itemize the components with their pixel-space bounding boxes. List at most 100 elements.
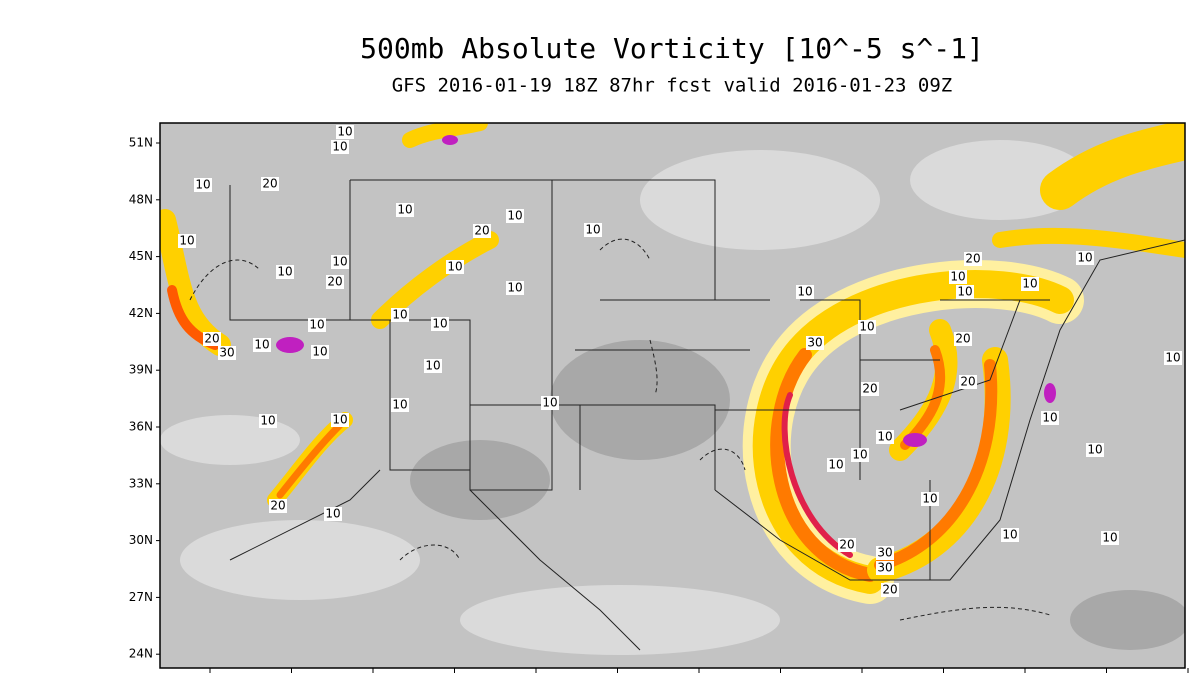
contour-label: 10 [397,203,412,217]
contour-label: 10 [432,317,447,331]
title: 500mb Absolute Vorticity [10^-5 s^-1] [360,32,984,65]
contour-label: 10 [1042,411,1057,425]
contour-label-bg [446,260,464,274]
contour-label-bg [331,255,349,269]
contour-label-bg [861,382,879,396]
lat-label: 39N [129,363,153,377]
contour-label-bg [396,203,414,217]
contour-label-bg [921,492,939,506]
contour-label: 10 [332,255,347,269]
contour-label-bg [276,265,294,279]
contour-label-bg [269,499,287,513]
lat-label: 33N [129,476,153,490]
contour-label-bg [253,338,271,352]
contour-label-bg [326,275,344,289]
contour-label: 20 [262,177,277,191]
contour-label-bg [308,318,326,332]
contour-label: 20 [327,275,342,289]
contour-label: 10 [425,359,440,373]
contour-label: 30 [807,336,822,350]
contour-label-bg [954,332,972,346]
contour-label-bg [876,430,894,444]
contour-label: 10 [325,507,340,521]
contour-label: 10 [1002,528,1017,542]
contour-label: 10 [957,285,972,299]
contour-label-bg [876,546,894,560]
contour-label: 20 [474,224,489,238]
contour-label-bg [331,413,349,427]
lat-label: 27N [129,590,153,604]
lat-label: 51N [129,136,153,150]
contour-label-bg [473,224,491,238]
contour-label-bg [541,396,559,410]
contour-label-bg [431,317,449,331]
contour-label: 10 [1022,277,1037,291]
contour-label-bg [1101,531,1119,545]
contour-label: 20 [270,499,285,513]
contour-label: 20 [960,375,975,389]
contour-label-bg [259,414,277,428]
lat-label: 24N [129,647,153,661]
contour-label-bg [956,285,974,299]
lat-label: 45N [129,249,153,263]
contour-label-bg [324,507,342,521]
contour-label: 10 [922,492,937,506]
contour-label-bg [218,346,236,360]
contour-label-bg [336,125,354,139]
contour-label-bg [203,332,221,346]
contour-label: 10 [507,281,522,295]
contour-label: 10 [260,414,275,428]
contour-label: 20 [839,538,854,552]
contour-label-bg [1164,351,1182,365]
contour-label: 20 [204,332,219,346]
contour-label-bg [964,252,982,266]
contour-label: 10 [312,345,327,359]
contour-label: 10 [277,265,292,279]
contour-label: 10 [507,209,522,223]
contour-label: 10 [332,140,347,154]
contour-label: 10 [254,338,269,352]
contour-label-bg [1041,411,1059,425]
contour-label-bg [584,223,602,237]
contour-label-bg [1021,277,1039,291]
contour-label-bg [1076,251,1094,265]
lat-label: 42N [129,306,153,320]
contour-label: 10 [797,285,812,299]
contour-label: 10 [392,398,407,412]
contour-label-bg [331,140,349,154]
contour-label-bg [806,336,824,350]
contour-label-bg [959,375,977,389]
contour-label: 30 [877,561,892,575]
contour-label: 10 [309,318,324,332]
contour-label: 10 [859,320,874,334]
contour-label: 10 [950,270,965,284]
contour-label-bg [391,308,409,322]
contour-label: 10 [337,125,352,139]
contour-label: 10 [852,448,867,462]
contour-label-bg [858,320,876,334]
map-field [160,123,1185,668]
contour-label-bg [1086,443,1104,457]
lat-label: 30N [129,533,153,547]
contour-label-bg [1001,528,1019,542]
contour-label-bg [881,583,899,597]
contour-label: 10 [542,396,557,410]
contour-label: 10 [447,260,462,274]
contour-label: 10 [585,223,600,237]
lat-label: 48N [129,192,153,206]
contour-label-bg [194,178,212,192]
contour-label-bg [506,209,524,223]
contour-label-bg [506,281,524,295]
map-frame [159,122,1186,669]
contour-label-bg [261,177,279,191]
contour-label: 10 [877,430,892,444]
contour-label-bg [796,285,814,299]
contour-label: 10 [1077,251,1092,265]
contour-label: 20 [965,252,980,266]
contour-label-bg [949,270,967,284]
contour-label: 10 [392,308,407,322]
contour-label: 20 [862,382,877,396]
contour-label: 10 [1165,351,1180,365]
contour-label: 30 [219,346,234,360]
